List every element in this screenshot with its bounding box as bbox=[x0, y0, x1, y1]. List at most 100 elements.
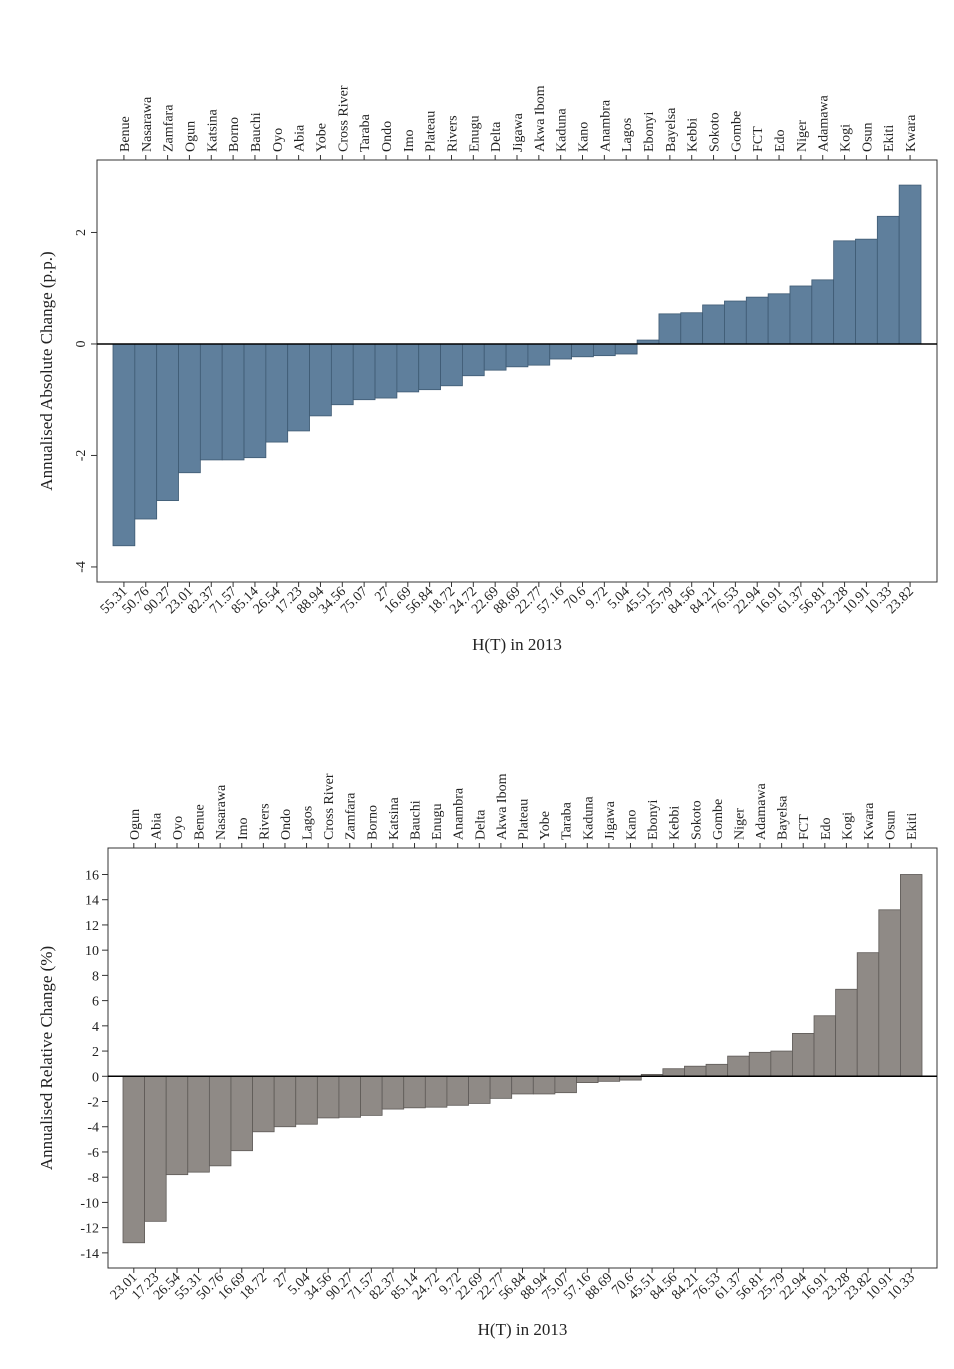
state-label: Plateau bbox=[517, 799, 532, 840]
bar bbox=[208, 1075, 232, 1167]
state-label: Kwara bbox=[862, 802, 877, 840]
state-label: Cross River bbox=[336, 85, 351, 152]
state-label: Lagos bbox=[301, 806, 316, 840]
state-label: FCT bbox=[797, 814, 812, 840]
state-label: Nasarawa bbox=[214, 784, 229, 840]
state-label: FCT bbox=[751, 126, 766, 152]
state-label: Bauchi bbox=[409, 800, 424, 840]
state-label: Taraba bbox=[358, 113, 373, 152]
state-label: Borno bbox=[227, 117, 242, 152]
bar bbox=[727, 1055, 750, 1077]
bar bbox=[593, 343, 616, 357]
bar bbox=[876, 215, 900, 345]
bar bbox=[833, 240, 856, 345]
bar bbox=[295, 1075, 318, 1125]
bar bbox=[549, 343, 572, 360]
y-tick-label: 0 bbox=[92, 1070, 99, 1085]
y-tick-label: 16 bbox=[85, 868, 99, 883]
bar bbox=[446, 1075, 469, 1106]
bar bbox=[187, 1075, 210, 1173]
state-label: Rivers bbox=[257, 803, 272, 840]
state-label: Yobe bbox=[538, 811, 553, 840]
state-label: Katsina bbox=[205, 108, 220, 152]
bar bbox=[403, 1075, 426, 1109]
y-tick-label: 2 bbox=[74, 229, 89, 236]
bar bbox=[597, 1075, 621, 1082]
bar bbox=[221, 343, 245, 461]
y-axis-title: Annualised Relative Change (%) bbox=[37, 946, 56, 1170]
bar bbox=[122, 1075, 145, 1244]
bar bbox=[835, 988, 858, 1077]
bar bbox=[680, 312, 704, 345]
bar bbox=[527, 343, 551, 366]
bar bbox=[468, 1075, 491, 1104]
state-label: Katsina bbox=[387, 796, 402, 840]
state-label: Anambra bbox=[452, 787, 467, 840]
state-label: Akwa Ibom bbox=[495, 773, 510, 840]
state-label: Ogun bbox=[183, 121, 198, 152]
bar bbox=[745, 296, 769, 345]
state-label: Cross River bbox=[322, 773, 337, 840]
state-label: Ebonyi bbox=[646, 799, 661, 840]
bar bbox=[330, 343, 354, 406]
bar bbox=[178, 343, 201, 474]
bar bbox=[576, 1075, 599, 1083]
state-label: Abia bbox=[293, 124, 308, 152]
state-label: Zamfara bbox=[162, 104, 177, 152]
h-value-label: 70.6 bbox=[561, 584, 589, 612]
state-label: Borno bbox=[365, 805, 380, 840]
state-label: Imo bbox=[236, 817, 251, 840]
state-label: Jigawa bbox=[511, 112, 526, 152]
y-tick-label: 0 bbox=[74, 340, 89, 347]
y-tick-label: 8 bbox=[92, 969, 99, 984]
state-label: Imo bbox=[402, 129, 417, 152]
bar bbox=[767, 293, 791, 345]
state-label: Yobe bbox=[314, 123, 329, 152]
bar bbox=[483, 343, 507, 371]
state-label: Sokoto bbox=[689, 800, 704, 840]
y-tick-label: -4 bbox=[74, 561, 89, 573]
state-label: Niger bbox=[795, 120, 810, 152]
state-label: Delta bbox=[489, 121, 504, 152]
bar bbox=[243, 343, 267, 459]
state-label: Bauchi bbox=[249, 112, 264, 152]
bar bbox=[554, 1075, 577, 1094]
state-label: Edo bbox=[773, 129, 788, 152]
bar bbox=[396, 343, 420, 393]
bar bbox=[360, 1075, 383, 1116]
state-label: Delta bbox=[473, 809, 488, 840]
bar bbox=[511, 1075, 534, 1095]
bar bbox=[702, 304, 725, 345]
bar bbox=[287, 343, 310, 432]
bar bbox=[156, 343, 179, 502]
bar bbox=[705, 1063, 729, 1077]
y-tick-label: -12 bbox=[80, 1222, 99, 1237]
y-axis-title: Annualised Absolute Change (p.p.) bbox=[37, 251, 56, 490]
state-label: Kaduna bbox=[581, 796, 596, 840]
state-label: Niger bbox=[732, 808, 747, 840]
bar bbox=[662, 1068, 685, 1077]
state-label: Gombe bbox=[711, 799, 726, 840]
bar bbox=[440, 343, 463, 387]
y-tick-label: -4 bbox=[87, 1121, 99, 1136]
state-label: Lagos bbox=[620, 118, 635, 152]
y-tick-label: -6 bbox=[87, 1146, 99, 1161]
state-label: Kebbi bbox=[668, 806, 683, 840]
state-label: Kogi bbox=[840, 812, 855, 840]
x-axis-title: H(T) in 2013 bbox=[478, 1320, 568, 1339]
state-label: Gombe bbox=[729, 111, 744, 152]
bar bbox=[658, 313, 682, 345]
state-label: Kwara bbox=[904, 114, 919, 152]
bar bbox=[265, 343, 289, 443]
state-label: Anambra bbox=[598, 99, 613, 152]
state-label: Kebbi bbox=[686, 118, 701, 152]
state-label: Ekiti bbox=[905, 813, 920, 840]
bar bbox=[505, 343, 529, 368]
bar bbox=[374, 343, 398, 399]
bar bbox=[273, 1075, 297, 1128]
bar bbox=[352, 343, 376, 401]
state-label: Osun bbox=[884, 810, 899, 840]
bar bbox=[532, 1075, 556, 1095]
state-label: Kano bbox=[577, 122, 592, 152]
